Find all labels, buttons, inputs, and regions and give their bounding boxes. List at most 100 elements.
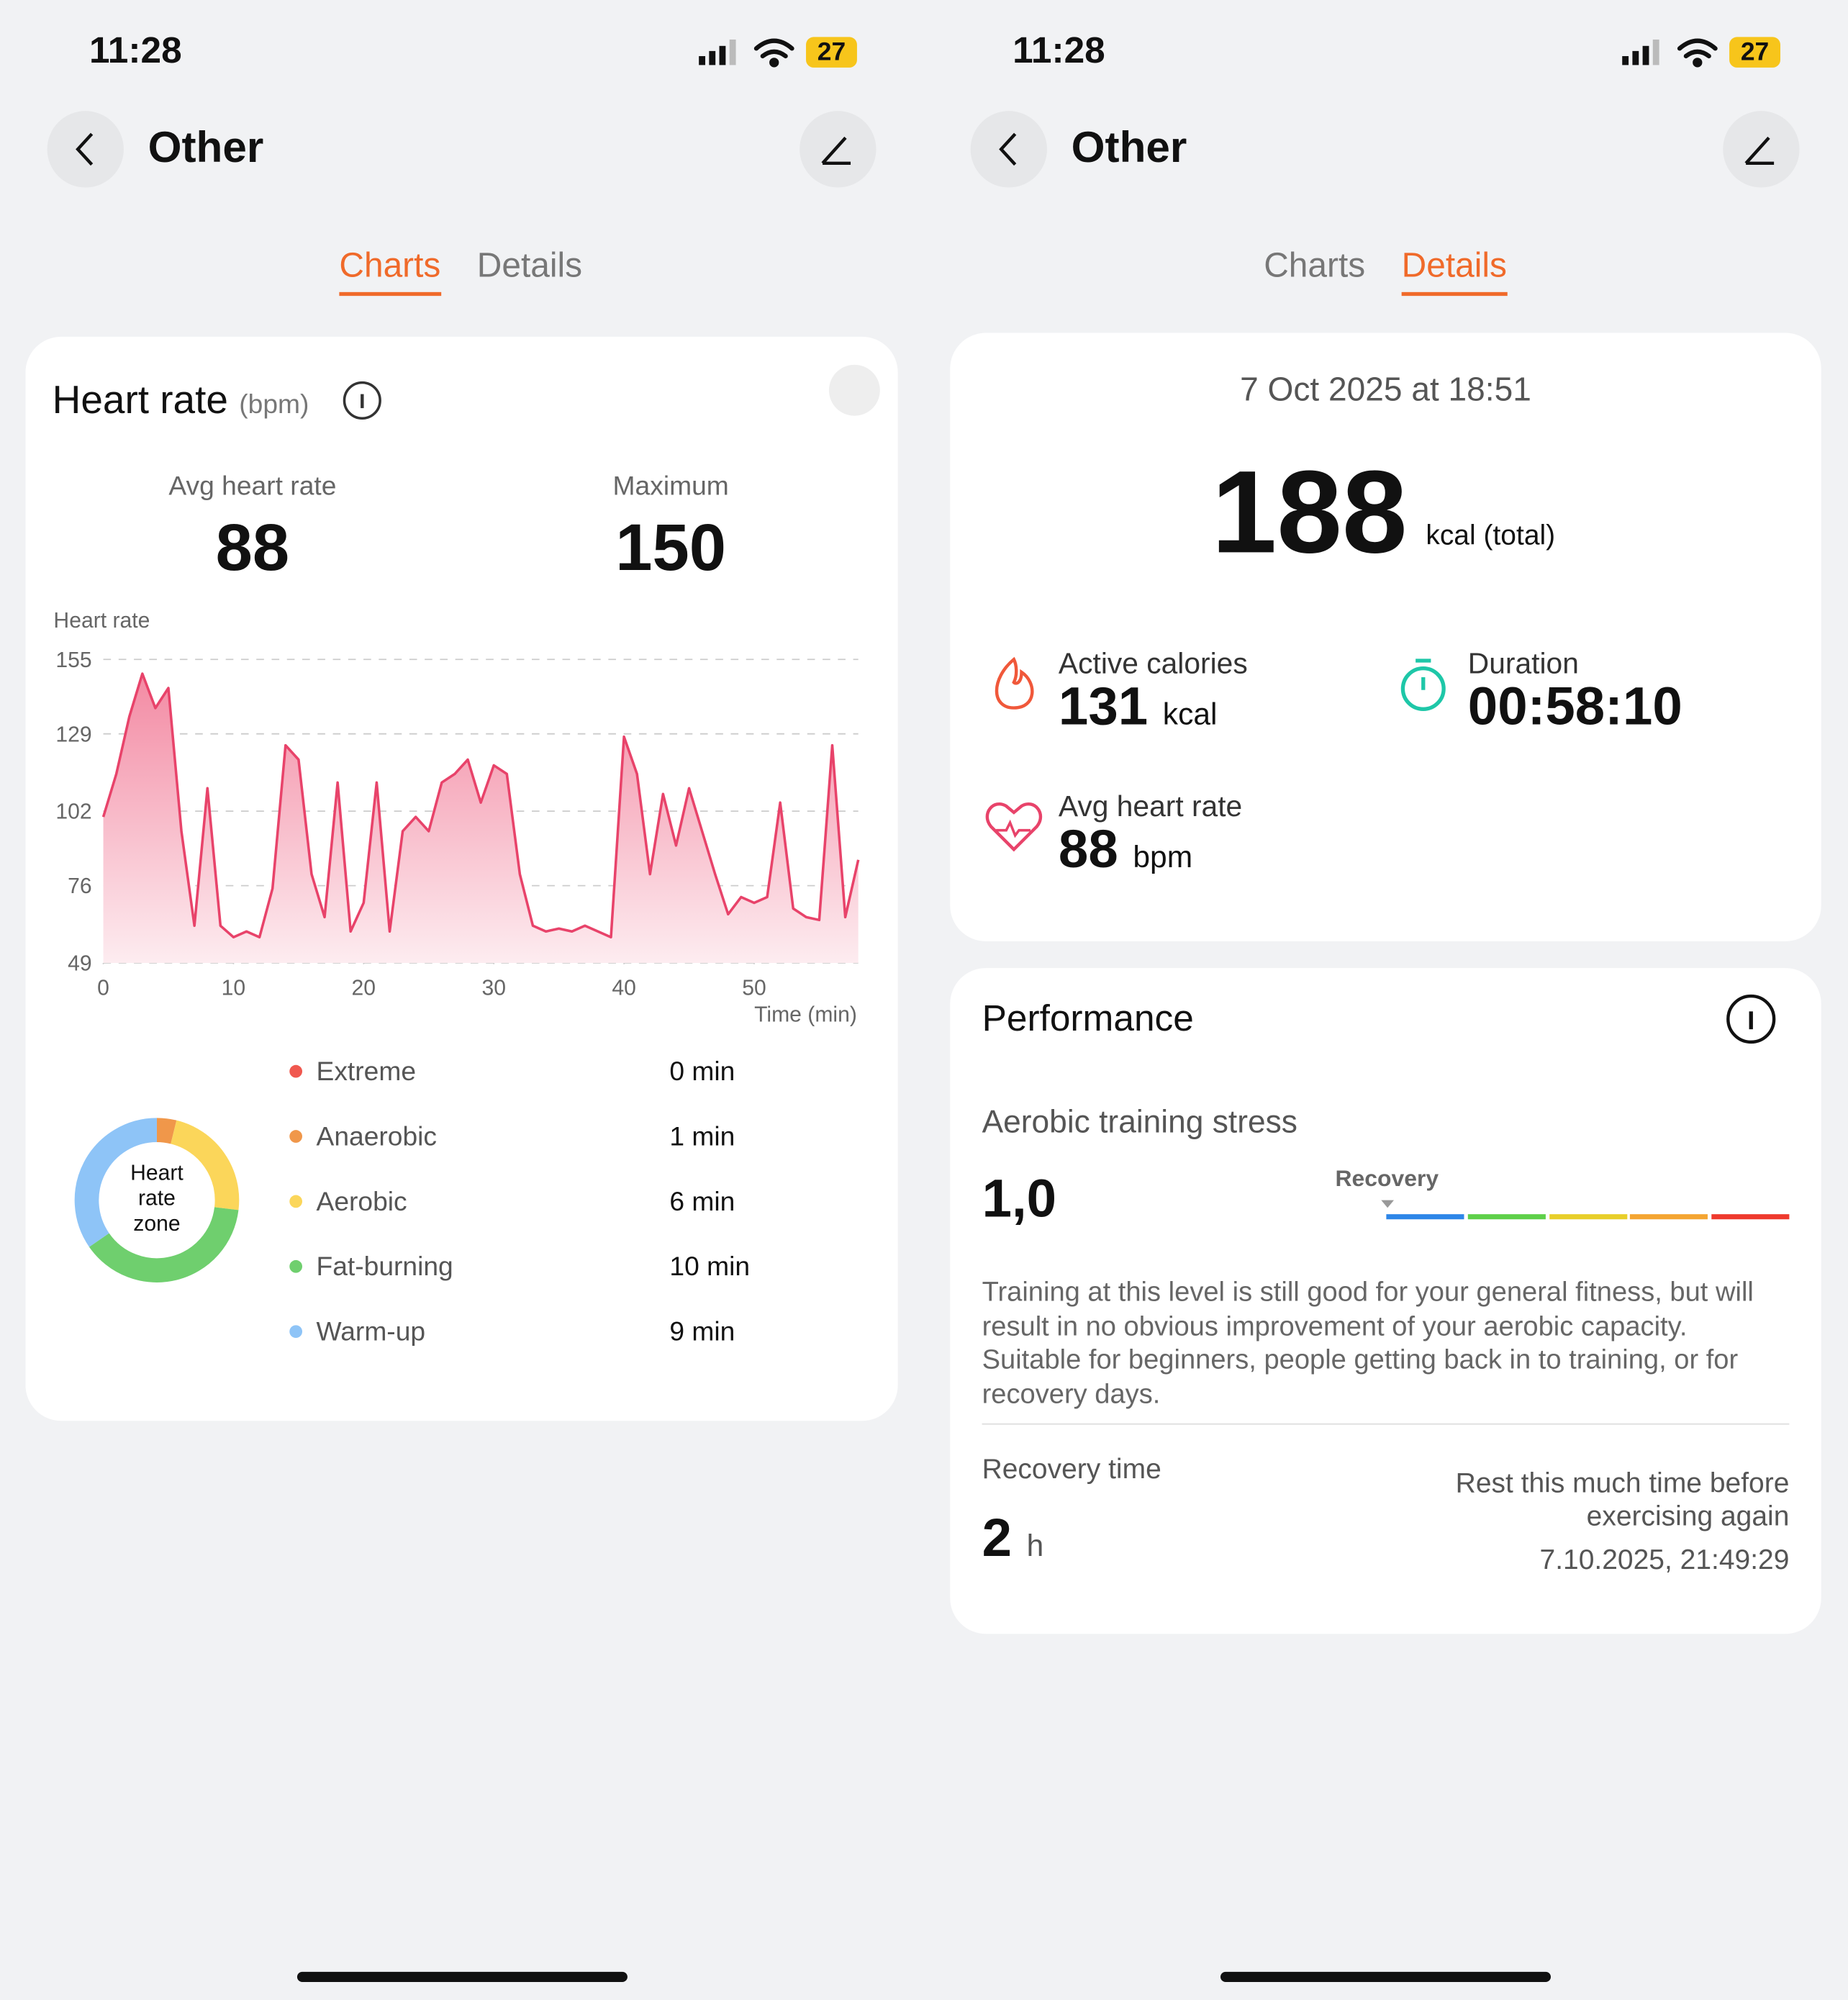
- donut-segment: [89, 1206, 239, 1282]
- header-title: Other: [148, 123, 264, 173]
- tab[interactable]: Details: [476, 246, 583, 285]
- scale-segment: [1629, 1214, 1708, 1220]
- scale-label: Recovery: [1335, 1165, 1439, 1192]
- info-icon[interactable]: [1726, 994, 1776, 1044]
- header-title: Other: [1071, 123, 1187, 173]
- unit: h: [1026, 1529, 1044, 1564]
- x-tick-label: 20: [352, 976, 376, 1000]
- donut-center: Heart rate zone: [130, 1160, 184, 1236]
- y-tick-label: 155: [55, 648, 91, 672]
- x-tick-label: 0: [97, 976, 109, 1000]
- donut-segment: [156, 1118, 177, 1144]
- recovery-value: 2 h: [982, 1508, 1044, 1569]
- recovery-until: 7.10.2025, 21:49:29: [1539, 1543, 1790, 1575]
- legend-dot: [289, 1259, 303, 1273]
- back-icon: [999, 132, 1017, 166]
- timer-icon: [1400, 666, 1446, 712]
- summary-card: [950, 332, 1821, 941]
- back-button[interactable]: [970, 111, 1047, 188]
- status-time: 11:28: [1013, 30, 1105, 72]
- legend-dot: [289, 1064, 303, 1078]
- tab[interactable]: Details: [1401, 246, 1507, 297]
- total: 188: [1211, 448, 1408, 578]
- active-label: Active calories: [1058, 646, 1248, 680]
- legend-dot: [289, 1195, 303, 1208]
- unit: kcal: [1162, 697, 1218, 733]
- scale-segment: [1711, 1214, 1790, 1220]
- active-value: 131 kcal: [1059, 676, 1218, 737]
- legend-label: Fat-burning: [317, 1251, 453, 1281]
- battery: 27: [806, 37, 857, 68]
- avg-value: 88: [215, 511, 290, 586]
- max-value: 150: [615, 511, 727, 586]
- info-icon[interactable]: [343, 381, 381, 420]
- description: Training at this level is still good for…: [982, 1276, 1754, 1409]
- legend-label: Extreme: [317, 1056, 417, 1086]
- title: Heart rate: [52, 377, 228, 422]
- x-tick-label: 10: [222, 976, 246, 1000]
- line: [101, 672, 860, 938]
- route-button[interactable]: [800, 111, 877, 188]
- y-tick-label: 49: [68, 952, 91, 976]
- status-time: 11:28: [89, 30, 182, 72]
- donut-segment: [74, 1118, 158, 1247]
- legend-value: 1 min: [669, 1121, 735, 1151]
- donut-segment: [170, 1120, 240, 1211]
- expand-button[interactable]: [828, 364, 880, 416]
- duration-value: 00:58:10: [1467, 676, 1682, 736]
- legend-label: Anaerobic: [317, 1121, 438, 1151]
- route-button[interactable]: [1723, 111, 1800, 188]
- value: 88: [1058, 818, 1118, 879]
- value: 2: [982, 1507, 1012, 1568]
- legend-dot: [289, 1130, 303, 1143]
- date: 7 Oct 2025 at 18:51: [1240, 369, 1531, 409]
- avg-value: 88 bpm: [1059, 819, 1192, 880]
- scale-segment: [1467, 1214, 1546, 1220]
- legend-label: Warm-up: [317, 1316, 426, 1347]
- unit: (bpm): [239, 390, 309, 420]
- home-indicator: [296, 1971, 628, 1982]
- tab[interactable]: Charts: [339, 246, 441, 297]
- y-tick-label: 129: [55, 723, 91, 746]
- back-icon: [76, 132, 94, 166]
- x-tick-label: 40: [612, 976, 635, 1000]
- value: 131: [1058, 676, 1149, 736]
- y-tick-label: 102: [55, 800, 91, 824]
- back-button[interactable]: [47, 111, 124, 188]
- recovery-note: Rest this much time before exercising ag…: [1455, 1467, 1790, 1532]
- max-label: Maximum: [612, 471, 729, 502]
- y-tick-label: 76: [68, 874, 91, 898]
- signal: [1622, 39, 1659, 65]
- divider: [982, 1423, 1790, 1425]
- x-tick-label: 50: [742, 976, 766, 1000]
- scale-marker: [1381, 1200, 1395, 1208]
- flame-icon: [995, 656, 1034, 710]
- scale-segment: [1386, 1214, 1464, 1220]
- stress-label: Aerobic training stress: [982, 1104, 1297, 1141]
- stress-value: 1,0: [982, 1168, 1057, 1228]
- legend-value: 6 min: [669, 1186, 735, 1216]
- heart-icon: [996, 819, 1031, 838]
- recovery-label: Recovery time: [982, 1452, 1161, 1485]
- timer-icon: [1416, 659, 1431, 690]
- home-indicator: [1220, 1971, 1551, 1982]
- duration-label: Duration: [1467, 646, 1579, 680]
- unit: bpm: [1133, 840, 1193, 875]
- card-title: Heart rate (bpm): [53, 378, 309, 424]
- legend-value: 0 min: [669, 1056, 735, 1086]
- wifi: [1677, 38, 1718, 68]
- tab[interactable]: Charts: [1264, 246, 1366, 285]
- route-icon: [1744, 136, 1775, 166]
- avg-label: Avg heart rate: [1058, 789, 1243, 823]
- x-axis-label: Time (min): [754, 1002, 857, 1027]
- legend-dot: [289, 1325, 303, 1339]
- legend-value: 10 min: [669, 1251, 750, 1281]
- route-icon: [821, 136, 851, 166]
- avg-label: Avg heart rate: [168, 471, 337, 502]
- heart-icon: [985, 802, 1043, 852]
- performance-card: [950, 968, 1821, 1634]
- legend-label: Aerobic: [317, 1186, 407, 1216]
